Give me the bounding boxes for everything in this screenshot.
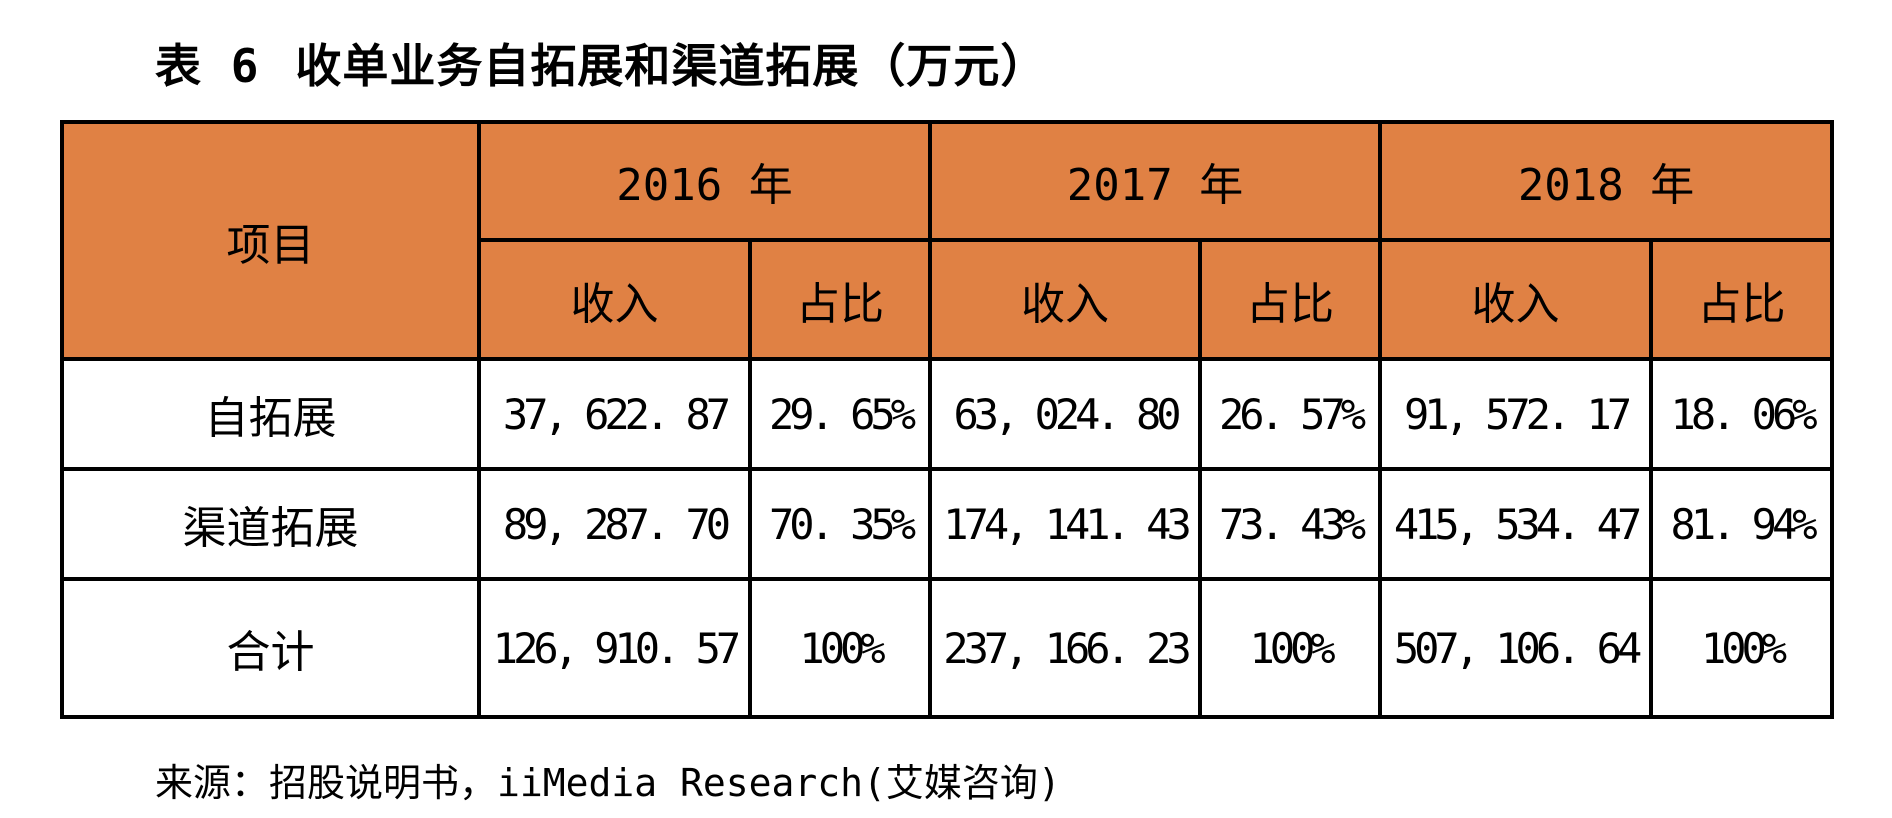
cell-share-2017: 73. 43% (1198, 467, 1383, 581)
cell-share-2016: 100% (747, 577, 933, 719)
cell-income-2017: 63, 024. 80 (928, 357, 1203, 471)
cell-share-2017: 26. 57% (1198, 357, 1383, 471)
cell-income-2016: 89, 287. 70 (477, 467, 752, 581)
header-year-2018: 2018 年 (1378, 120, 1835, 242)
header-income-2017: 收入 (928, 238, 1203, 361)
cell-share-2016: 70. 35% (747, 467, 933, 581)
cell-income-2016: 37, 622. 87 (477, 357, 752, 471)
table-row-header-sub: 收入 占比 收入 占比 收入 占比 (62, 238, 1835, 361)
header-income-2018: 收入 (1378, 238, 1654, 361)
cell-income-2018: 415, 534. 47 (1378, 467, 1654, 581)
cell-income-2016: 126, 910. 57 (477, 577, 752, 719)
header-share-2018: 占比 (1649, 238, 1835, 361)
data-table: 项目 2016 年 2017 年 2018 年 收入 占比 收入 占比 收入 占… (60, 120, 1835, 719)
source-note: 来源：招股说明书，iiMedia Research(艾媒咨询) (155, 761, 1061, 805)
cell-share-2018: 100% (1649, 577, 1835, 719)
cell-income-2017: 174, 141. 43 (928, 467, 1203, 581)
cell-share-2018: 18. 06% (1649, 357, 1835, 471)
cell-share-2018: 81. 94% (1649, 467, 1835, 581)
table-row-channel-expansion: 渠道拓展 89, 287. 70 70. 35% 174, 141. 43 73… (60, 467, 1835, 581)
table-row-total: 合计 126, 910. 57 100% 237, 166. 23 100% 5… (60, 577, 1835, 719)
cell-income-2017: 237, 166. 23 (928, 577, 1203, 719)
header-item-cell: 项目 (60, 120, 481, 361)
cell-share-2016: 29. 65% (747, 357, 933, 471)
row-label: 自拓展 (60, 357, 481, 471)
row-label: 渠道拓展 (60, 467, 481, 581)
cell-share-2017: 100% (1198, 577, 1383, 719)
cell-income-2018: 507, 106. 64 (1378, 577, 1654, 719)
header-share-2016: 占比 (747, 238, 933, 361)
table-caption: 收单业务自拓展和渠道拓展（万元） (295, 39, 1048, 93)
table-row-self-expansion: 自拓展 37, 622. 87 29. 65% 63, 024. 80 26. … (60, 357, 1835, 471)
header-share-2017: 占比 (1198, 238, 1383, 361)
cell-income-2018: 91, 572. 17 (1378, 357, 1654, 471)
table-title: 表 6 收单业务自拓展和渠道拓展（万元） (155, 30, 1047, 96)
table-row-header-years: 项目 2016 年 2017 年 2018 年 (60, 120, 1835, 361)
header-income-2016: 收入 (477, 238, 752, 361)
header-year-2016: 2016 年 (476, 120, 933, 242)
row-label: 合计 (60, 577, 481, 719)
header-year-2017: 2017 年 (928, 120, 1383, 242)
table-number: 表 6 (155, 39, 260, 93)
